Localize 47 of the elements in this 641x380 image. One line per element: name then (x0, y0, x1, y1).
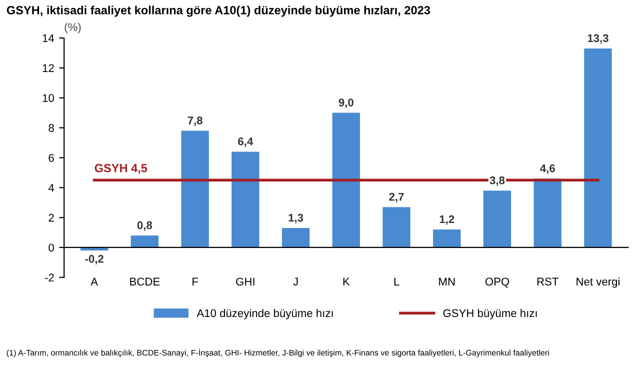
bar (232, 152, 260, 248)
legend-label: A10 düzeyinde büyüme hızı (196, 308, 333, 320)
data-label: 4,6 (540, 164, 555, 174)
bar (382, 207, 410, 248)
x-tick-label: RST (537, 278, 558, 286)
bar (282, 228, 310, 248)
y-tick-label: 2 (48, 214, 54, 222)
data-label: 9,0 (338, 98, 354, 108)
text: (1) A-Tarım, ormancılık ve balıkçılık, BCDE-Sanayi, F-İnşaat, GHI- Hizmetler, J-Bilgi ve iletişim, K-Finans ve sigorta faaliyetleri, L-Gayrimenkul faaliyetleri (6, 348, 549, 358)
bar (332, 112, 360, 248)
data-label: 6,4 (238, 137, 254, 147)
y-tick-label: 8 (48, 124, 54, 132)
y-tick-label: 6 (48, 154, 54, 162)
y-tick-label: 12 (42, 64, 54, 72)
x-tick-label: K (343, 278, 350, 286)
x-tick-label: BCDE (130, 278, 160, 286)
x-tick-label: A (90, 278, 98, 286)
data-label: 0,8 (137, 221, 152, 231)
data-label: 1,2 (440, 215, 454, 225)
chart-title: GSYH, iktisadi faaliyet kollarına göre A10(1) düzeyinde büyüme hızları, 2023 (6, 6, 430, 17)
bar (130, 236, 159, 248)
data-label: 13,3 (588, 34, 608, 44)
data-label: 7,8 (188, 116, 202, 126)
legend-label: GSYH büyüme hızı (443, 308, 537, 320)
x-tick-label: F (192, 278, 198, 286)
bar (181, 130, 209, 248)
data-label: 2,7 (389, 192, 404, 202)
x-tick-label: Net vergi (576, 277, 620, 288)
bar (483, 190, 512, 248)
y-tick-label: -2 (44, 274, 54, 282)
y-tick-label: 10 (42, 94, 54, 102)
x-tick-label: GHI (236, 278, 254, 286)
x-tick-label: OPQ (485, 278, 510, 288)
bar (433, 230, 461, 248)
bar (584, 48, 612, 248)
y-tick-label: 0 (48, 244, 54, 252)
data-label: -0,2 (85, 254, 104, 264)
x-tick-label: MN (439, 278, 455, 286)
y-tick-label: 14 (42, 34, 54, 42)
x-tick-label: J (293, 278, 298, 286)
y-axis-title: (%) (64, 22, 81, 34)
y-tick-label: 4 (48, 184, 54, 192)
data-label: 3,8 (490, 176, 505, 186)
x-tick-label: L (394, 278, 400, 286)
annotation: GSYH 4,5 (94, 164, 148, 174)
data-label: 1,3 (288, 214, 304, 224)
bar (534, 178, 562, 248)
